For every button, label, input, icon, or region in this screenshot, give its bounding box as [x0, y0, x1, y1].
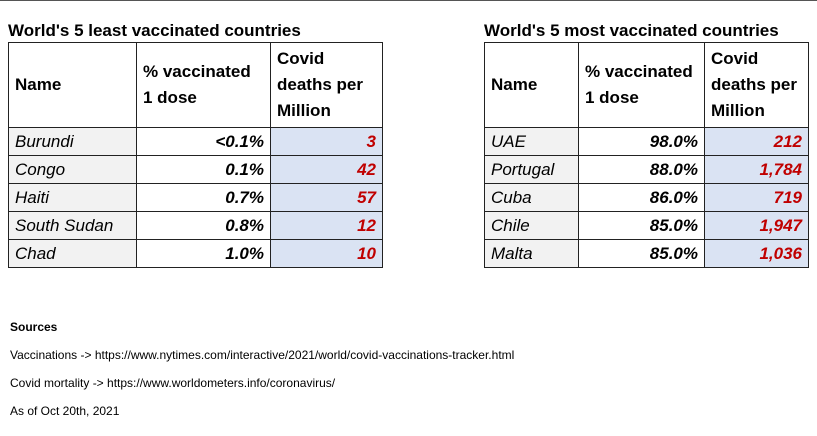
column-header-deaths: Covid deaths per Million: [704, 42, 809, 128]
column-header-vaccinated: % vaccinated 1 dose: [136, 42, 271, 128]
deaths-per-million-cell: 1,784: [704, 155, 809, 184]
country-name-cell: Portugal: [484, 155, 579, 184]
country-name-cell: Congo: [8, 155, 137, 184]
table-row: Chile 85.0% 1,947: [484, 211, 809, 240]
vaccinated-percent-cell: <0.1%: [136, 127, 271, 156]
most-vaccinated-title: World's 5 most vaccinated countries: [484, 21, 779, 40]
least-vaccinated-section: World's 5 least vaccinated countries Nam…: [8, 20, 383, 268]
top-border-line: [0, 0, 817, 1]
sources-heading: Sources: [10, 320, 58, 334]
vaccinated-percent-cell: 85.0%: [578, 211, 705, 240]
vaccinated-percent-cell: 1.0%: [136, 239, 271, 268]
column-header-name: Name: [8, 42, 137, 128]
table-row: Cuba 86.0% 719: [484, 183, 809, 212]
country-name-cell: South Sudan: [8, 211, 137, 240]
least-vaccinated-title: World's 5 least vaccinated countries: [8, 21, 301, 40]
deaths-per-million-cell: 10: [270, 239, 383, 268]
deaths-per-million-cell: 212: [704, 127, 809, 156]
vaccinated-percent-cell: 0.7%: [136, 183, 271, 212]
table-row: Chad 1.0% 10: [8, 239, 383, 268]
table-header-row: Name % vaccinated 1 dose Covid deaths pe…: [484, 42, 809, 128]
table-row: UAE 98.0% 212: [484, 127, 809, 156]
deaths-per-million-cell: 1,947: [704, 211, 809, 240]
vaccinated-percent-cell: 0.1%: [136, 155, 271, 184]
table-row: Burundi <0.1% 3: [8, 127, 383, 156]
country-name-cell: UAE: [484, 127, 579, 156]
country-name-cell: Chad: [8, 239, 137, 268]
vaccinated-percent-cell: 98.0%: [578, 127, 705, 156]
vaccinated-percent-cell: 85.0%: [578, 239, 705, 268]
table-row: Haiti 0.7% 57: [8, 183, 383, 212]
table-row: Malta 85.0% 1,036: [484, 239, 809, 268]
most-vaccinated-table: Name % vaccinated 1 dose Covid deaths pe…: [484, 42, 809, 268]
table-row: South Sudan 0.8% 12: [8, 211, 383, 240]
country-name-cell: Cuba: [484, 183, 579, 212]
column-header-name: Name: [484, 42, 579, 128]
vaccinations-source-line: Vaccinations -> https://www.nytimes.com/…: [10, 348, 515, 362]
vaccinated-percent-cell: 88.0%: [578, 155, 705, 184]
country-name-cell: Malta: [484, 239, 579, 268]
column-header-deaths: Covid deaths per Million: [270, 42, 383, 128]
deaths-per-million-cell: 42: [270, 155, 383, 184]
table-row: Portugal 88.0% 1,784: [484, 155, 809, 184]
country-name-cell: Burundi: [8, 127, 137, 156]
least-vaccinated-table: Name % vaccinated 1 dose Covid deaths pe…: [8, 42, 383, 268]
most-vaccinated-section: World's 5 most vaccinated countries Name…: [484, 20, 809, 268]
vaccinated-percent-cell: 86.0%: [578, 183, 705, 212]
mortality-source-line: Covid mortality -> https://www.worldomet…: [10, 376, 336, 390]
column-header-vaccinated: % vaccinated 1 dose: [578, 42, 705, 128]
table-row: Congo 0.1% 42: [8, 155, 383, 184]
deaths-per-million-cell: 12: [270, 211, 383, 240]
deaths-per-million-cell: 719: [704, 183, 809, 212]
table-header-row: Name % vaccinated 1 dose Covid deaths pe…: [8, 42, 383, 128]
vaccinated-percent-cell: 0.8%: [136, 211, 271, 240]
deaths-per-million-cell: 3: [270, 127, 383, 156]
as-of-date-line: As of Oct 20th, 2021: [10, 404, 120, 418]
deaths-per-million-cell: 57: [270, 183, 383, 212]
sources-section: Sources Vaccinations -> https://www.nyti…: [10, 318, 514, 430]
country-name-cell: Chile: [484, 211, 579, 240]
deaths-per-million-cell: 1,036: [704, 239, 809, 268]
country-name-cell: Haiti: [8, 183, 137, 212]
